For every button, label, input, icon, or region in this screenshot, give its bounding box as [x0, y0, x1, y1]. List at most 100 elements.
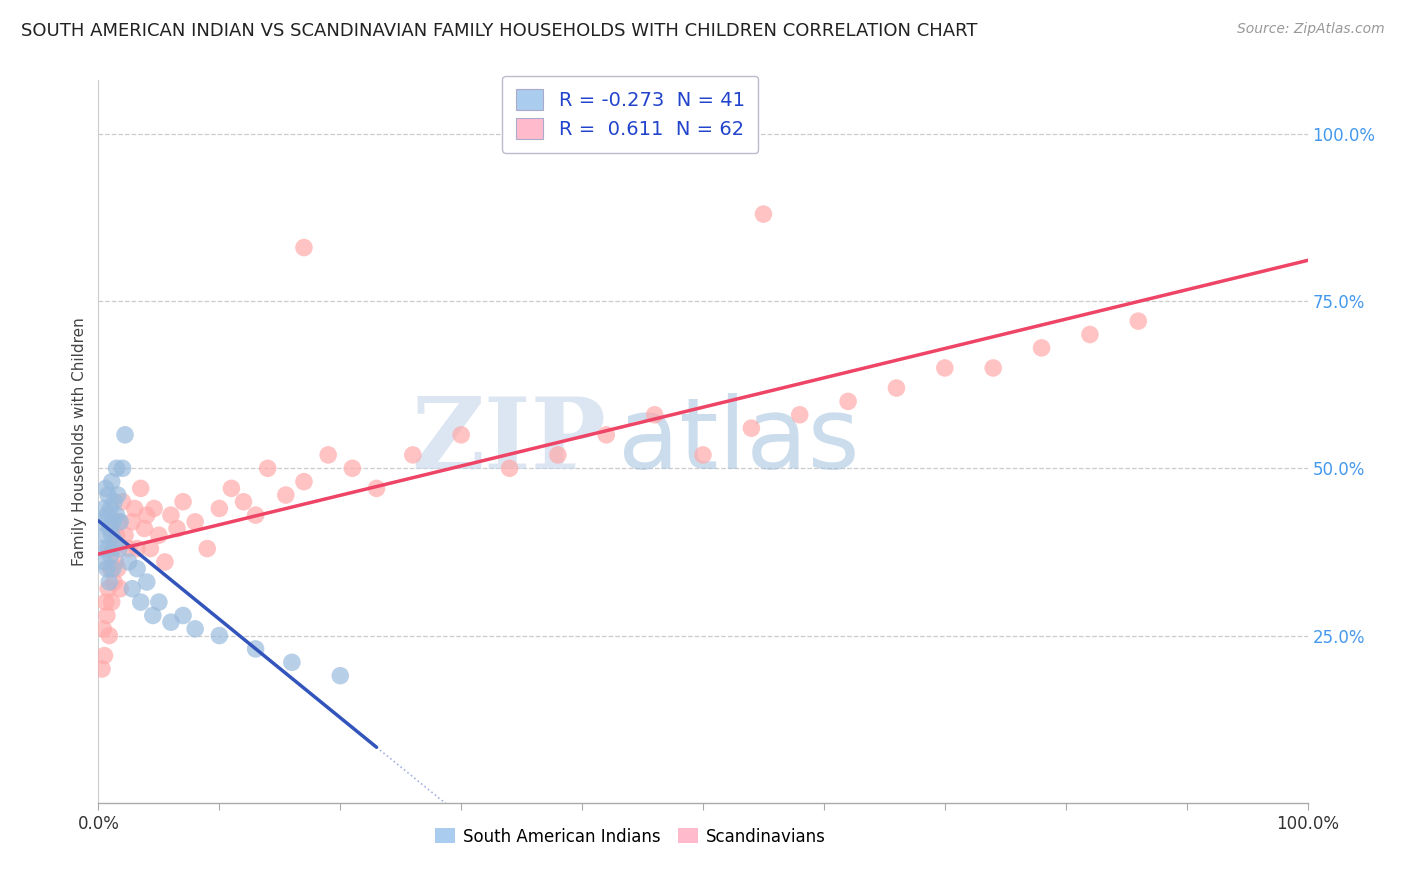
Point: [104, 534, 127, 549]
Point: [232, 494, 254, 508]
Point: [166, 521, 188, 535]
Point: [1128, 314, 1150, 328]
Point: [96, 508, 118, 523]
Point: [245, 642, 267, 657]
Point: [103, 575, 125, 590]
Point: [1078, 327, 1101, 342]
Point: [104, 555, 127, 569]
Point: [98, 628, 121, 642]
Point: [316, 448, 339, 462]
Point: [342, 461, 364, 475]
Point: [184, 622, 207, 636]
Point: [256, 461, 278, 475]
Point: [97, 582, 120, 596]
Point: [752, 207, 775, 221]
Point: [96, 608, 118, 623]
Point: [195, 541, 218, 556]
Point: [111, 494, 134, 508]
Point: [245, 508, 267, 523]
Point: [329, 669, 352, 683]
Point: [100, 562, 122, 576]
Point: [97, 488, 120, 502]
Point: [91, 515, 114, 529]
Point: [402, 448, 425, 462]
Point: [103, 494, 125, 508]
Point: [121, 515, 143, 529]
Text: atlas: atlas: [619, 393, 860, 490]
Point: [148, 595, 170, 609]
Point: [98, 575, 121, 590]
Point: [114, 528, 136, 542]
Point: [105, 508, 128, 523]
Point: [100, 528, 122, 542]
Point: [292, 241, 315, 255]
Point: [981, 361, 1004, 376]
Point: [274, 488, 297, 502]
Point: [91, 662, 114, 676]
Point: [114, 427, 136, 442]
Point: [547, 448, 569, 462]
Point: [91, 541, 114, 556]
Point: [91, 622, 114, 636]
Point: [1031, 341, 1053, 355]
Point: [94, 595, 117, 609]
Point: [208, 628, 231, 642]
Point: [93, 501, 115, 516]
Point: [100, 595, 122, 609]
Point: [366, 482, 388, 496]
Point: [789, 408, 811, 422]
Point: [93, 648, 115, 663]
Point: [127, 562, 149, 576]
Point: [172, 494, 194, 508]
Point: [143, 501, 166, 516]
Point: [100, 548, 122, 563]
Text: Source: ZipAtlas.com: Source: ZipAtlas.com: [1237, 22, 1385, 37]
Point: [107, 488, 129, 502]
Point: [450, 427, 472, 442]
Point: [160, 615, 183, 630]
Point: [135, 508, 157, 523]
Point: [153, 555, 176, 569]
Point: [101, 541, 124, 556]
Point: [595, 427, 617, 442]
Point: [118, 541, 141, 556]
Point: [837, 394, 859, 409]
Point: [498, 461, 520, 475]
Text: SOUTH AMERICAN INDIAN VS SCANDINAVIAN FAMILY HOUSEHOLDS WITH CHILDREN CORRELATIO: SOUTH AMERICAN INDIAN VS SCANDINAVIAN FA…: [21, 22, 977, 40]
Text: ZIP: ZIP: [412, 393, 606, 490]
Point: [129, 595, 152, 609]
Point: [96, 562, 118, 576]
Point: [740, 421, 762, 435]
Point: [98, 521, 121, 535]
Point: [121, 582, 143, 596]
Point: [281, 655, 304, 669]
Point: [118, 555, 141, 569]
Point: [94, 482, 117, 496]
Point: [105, 461, 128, 475]
Point: [135, 575, 157, 590]
Point: [129, 482, 152, 496]
Point: [124, 501, 146, 516]
Point: [108, 515, 131, 529]
Point: [93, 555, 115, 569]
Point: [97, 541, 120, 556]
Point: [100, 501, 122, 516]
Point: [160, 508, 183, 523]
Point: [127, 541, 149, 556]
Point: [184, 515, 207, 529]
Point: [221, 482, 243, 496]
Y-axis label: Family Households with Children: Family Households with Children: [72, 318, 87, 566]
Point: [644, 408, 666, 422]
Point: [208, 501, 231, 516]
Point: [292, 475, 315, 489]
Point: [134, 521, 156, 535]
Point: [934, 361, 956, 376]
Point: [101, 515, 124, 529]
Point: [139, 541, 162, 556]
Point: [101, 562, 124, 576]
Point: [111, 461, 134, 475]
Point: [886, 381, 908, 395]
Point: [692, 448, 714, 462]
Point: [108, 582, 131, 596]
Point: [172, 608, 194, 623]
